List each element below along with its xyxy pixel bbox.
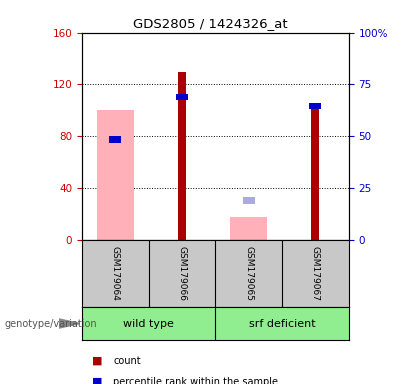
Bar	[243, 197, 255, 204]
Text: srf deficient: srf deficient	[249, 318, 315, 329]
Text: wild type: wild type	[123, 318, 174, 329]
Bar	[311, 103, 319, 240]
Text: ■: ■	[92, 356, 103, 366]
Bar	[178, 71, 186, 240]
Text: GSM179065: GSM179065	[244, 246, 253, 301]
Bar	[309, 103, 321, 109]
Polygon shape	[59, 319, 80, 328]
Text: ■: ■	[92, 377, 103, 384]
Text: GSM179064: GSM179064	[111, 246, 120, 301]
Text: GSM179066: GSM179066	[177, 246, 186, 301]
Text: count: count	[113, 356, 141, 366]
Bar	[176, 94, 188, 100]
Bar	[109, 136, 121, 143]
Bar	[97, 111, 134, 240]
Text: GDS2805 / 1424326_at: GDS2805 / 1424326_at	[133, 17, 287, 30]
Text: percentile rank within the sample: percentile rank within the sample	[113, 377, 278, 384]
Bar	[230, 217, 267, 240]
Text: genotype/variation: genotype/variation	[4, 318, 97, 329]
Text: GSM179067: GSM179067	[311, 246, 320, 301]
